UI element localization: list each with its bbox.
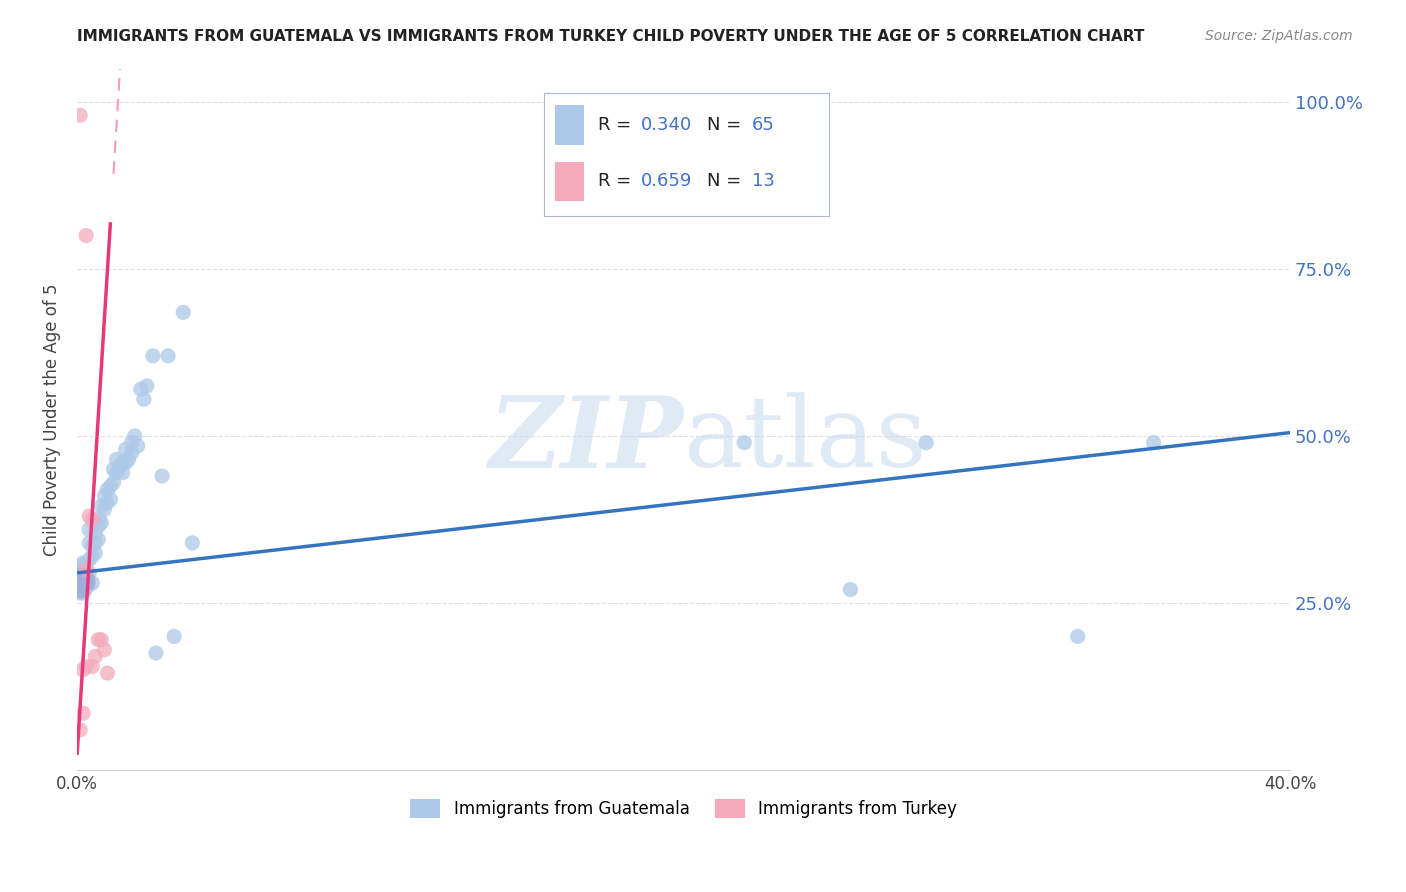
Point — [733, 435, 755, 450]
Point — [114, 456, 136, 470]
Point — [105, 466, 128, 480]
Point — [72, 573, 94, 587]
Point — [105, 452, 128, 467]
Point — [84, 516, 107, 530]
Text: atlas: atlas — [683, 392, 927, 488]
Point — [145, 646, 167, 660]
Point — [90, 499, 112, 513]
Point — [100, 479, 122, 493]
Point — [87, 512, 110, 526]
Point — [108, 458, 131, 473]
Point — [100, 492, 122, 507]
Point — [75, 556, 97, 570]
Point — [72, 586, 94, 600]
Point — [1142, 435, 1164, 450]
Point — [157, 349, 180, 363]
Point — [172, 305, 194, 319]
Point — [87, 519, 110, 533]
Point — [96, 496, 118, 510]
Point — [839, 582, 862, 597]
Point — [75, 659, 97, 673]
Point — [93, 489, 115, 503]
Point — [90, 516, 112, 530]
Point — [127, 439, 149, 453]
Point — [117, 452, 139, 467]
Point — [69, 108, 91, 122]
Point — [72, 563, 94, 577]
Point — [96, 483, 118, 497]
Legend: Immigrants from Guatemala, Immigrants from Turkey: Immigrants from Guatemala, Immigrants fr… — [404, 792, 963, 825]
Text: IMMIGRANTS FROM GUATEMALA VS IMMIGRANTS FROM TURKEY CHILD POVERTY UNDER THE AGE : IMMIGRANTS FROM GUATEMALA VS IMMIGRANTS … — [77, 29, 1144, 44]
Point — [121, 445, 143, 459]
Point — [135, 379, 157, 393]
Point — [72, 556, 94, 570]
Point — [69, 559, 91, 574]
Point — [96, 666, 118, 681]
Point — [103, 462, 125, 476]
Point — [181, 536, 204, 550]
Point — [77, 552, 100, 566]
Point — [82, 512, 104, 526]
Point — [72, 706, 94, 721]
Point — [82, 576, 104, 591]
Point — [75, 569, 97, 583]
Point — [142, 349, 165, 363]
Point — [111, 466, 134, 480]
Point — [75, 563, 97, 577]
Point — [915, 435, 938, 450]
Point — [82, 549, 104, 564]
Point — [77, 536, 100, 550]
Point — [69, 586, 91, 600]
Point — [90, 632, 112, 647]
Point — [69, 566, 91, 580]
Point — [75, 228, 97, 243]
Point — [82, 659, 104, 673]
Point — [72, 663, 94, 677]
Point — [121, 435, 143, 450]
Text: Source: ZipAtlas.com: Source: ZipAtlas.com — [1205, 29, 1353, 43]
Point — [84, 649, 107, 664]
Point — [114, 442, 136, 457]
Point — [93, 642, 115, 657]
Point — [150, 469, 173, 483]
Point — [111, 456, 134, 470]
Point — [103, 475, 125, 490]
Point — [84, 546, 107, 560]
Point — [69, 723, 91, 737]
Point — [1067, 629, 1090, 643]
Point — [72, 576, 94, 591]
Point — [77, 566, 100, 580]
Point — [82, 539, 104, 553]
Point — [84, 525, 107, 540]
Point — [77, 523, 100, 537]
Point — [87, 533, 110, 547]
Point — [93, 502, 115, 516]
Point — [132, 392, 155, 407]
Point — [129, 382, 152, 396]
Text: ZIP: ZIP — [488, 392, 683, 489]
Point — [69, 576, 91, 591]
Point — [124, 429, 146, 443]
Point — [69, 579, 91, 593]
Point — [75, 576, 97, 591]
Point — [163, 629, 186, 643]
Point — [75, 573, 97, 587]
Point — [84, 536, 107, 550]
Point — [87, 632, 110, 647]
Point — [69, 573, 91, 587]
Y-axis label: Child Poverty Under the Age of 5: Child Poverty Under the Age of 5 — [44, 283, 60, 556]
Point — [77, 509, 100, 524]
